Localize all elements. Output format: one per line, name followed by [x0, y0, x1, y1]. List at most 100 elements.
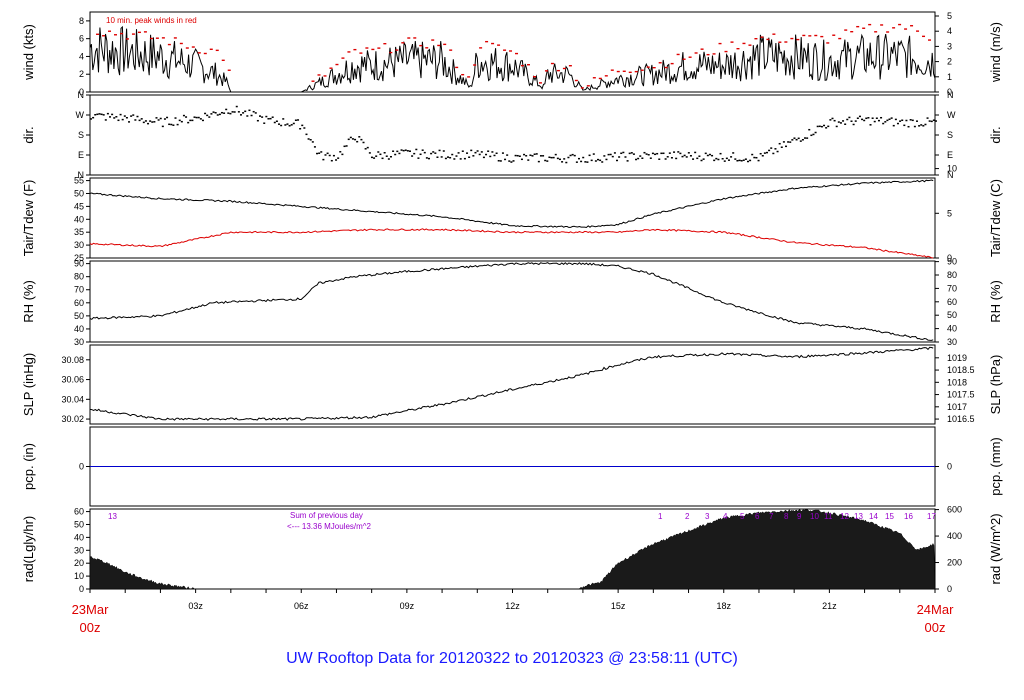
dir-point [892, 124, 895, 127]
dir-point [299, 127, 302, 130]
dir-point [347, 138, 350, 141]
dir-point [419, 153, 422, 156]
dir-point [140, 118, 143, 120]
dir-point [168, 123, 171, 126]
dir-point [425, 157, 428, 159]
dir-point [774, 148, 777, 150]
dir-point [656, 152, 659, 155]
dir-point [734, 158, 737, 160]
dir-point [654, 153, 657, 156]
dir-point [111, 113, 114, 116]
wind-ytick-label-right: 3 [947, 41, 952, 51]
dir-point [311, 141, 314, 143]
temp-ytick-label: 50 [74, 188, 84, 198]
rad-hour-label: 2 [685, 512, 690, 521]
dir-point [603, 155, 606, 157]
dir-point [563, 158, 566, 160]
dir-point [922, 125, 925, 127]
dir-point [630, 152, 633, 154]
dir-point [189, 119, 192, 122]
dir-point [337, 157, 340, 159]
rad-ytick-label-right: 400 [947, 531, 962, 541]
dir-point [736, 159, 739, 162]
dir-point [423, 151, 426, 154]
dir-point [147, 122, 150, 125]
dir-point [725, 157, 728, 160]
dir-point [814, 131, 817, 134]
dir-point [366, 146, 369, 149]
rad-ytick-label: 50 [74, 519, 84, 529]
rad-ytick-label: 60 [74, 507, 84, 517]
dir-point [746, 160, 749, 163]
dir-point [159, 117, 162, 120]
rh-ytick-label-right: 40 [947, 324, 957, 334]
dir-point [278, 123, 281, 125]
dir-point [875, 117, 878, 119]
temp-ytick-label: 45 [74, 201, 84, 211]
dir-point [837, 121, 840, 123]
dir-ytick-label-right: S [947, 130, 953, 140]
time-tick-label: 06z [294, 601, 309, 611]
dir-ytick-label: E [78, 150, 84, 160]
dir-point [244, 110, 247, 113]
dir-point [552, 156, 555, 159]
dir-point [115, 116, 118, 118]
dir-point [753, 156, 756, 159]
dir-point [812, 133, 815, 136]
dir-point [867, 117, 870, 119]
dir-ytick-label-right: N [947, 170, 954, 180]
dir-point [913, 125, 916, 128]
dir-point [113, 117, 116, 119]
dir-point [645, 153, 648, 155]
dir-point [98, 113, 101, 115]
dir-point [683, 154, 686, 157]
dir-point [525, 155, 528, 157]
dir-point [582, 156, 585, 159]
dir-point [370, 156, 373, 159]
wind-ytick-label: 4 [79, 51, 84, 61]
dir-point [117, 119, 120, 122]
dir-point [290, 124, 293, 126]
dir-point [880, 116, 883, 119]
dir-point [842, 120, 845, 122]
slp-ytick-label-right: 1016.5 [947, 414, 975, 424]
rad-hour-label: 15 [885, 512, 894, 521]
dir-point [499, 160, 502, 162]
dir-point [489, 155, 492, 158]
dir-point [749, 159, 752, 162]
dir-point [430, 152, 433, 155]
dir-point [157, 119, 160, 121]
dir-point [668, 152, 671, 154]
dir-point [510, 161, 513, 163]
dir-point [861, 118, 864, 121]
dir-point [848, 116, 851, 119]
rad-hour-label: 17 [927, 512, 936, 521]
dir-point [594, 160, 597, 162]
dir-point [905, 119, 908, 122]
dir-point [518, 155, 521, 157]
dir-point [569, 154, 572, 157]
dir-point [694, 151, 697, 154]
dir-point [495, 152, 498, 155]
dir-point [613, 152, 616, 154]
dir-point [320, 151, 323, 153]
wind-ylabel-left: wind (kts) [21, 24, 36, 81]
rad-hour-label: 7 [769, 512, 774, 521]
rad-ytick-label: 40 [74, 532, 84, 542]
dir-point [816, 125, 819, 128]
dir-point [428, 157, 430, 160]
dir-point [218, 113, 221, 116]
dir-point [539, 155, 542, 157]
dir-point [309, 139, 312, 141]
dir-point [801, 139, 804, 141]
time-tick-label: 18z [716, 601, 731, 611]
dir-point [768, 149, 771, 152]
dir-point [501, 152, 504, 154]
dir-point [833, 119, 836, 122]
wind-frame [89, 11, 936, 93]
dir-point [280, 124, 283, 127]
dir-point [387, 158, 390, 160]
rad-hour-label: 3 [705, 512, 710, 521]
dir-point [166, 116, 169, 119]
dir-point [256, 119, 259, 122]
